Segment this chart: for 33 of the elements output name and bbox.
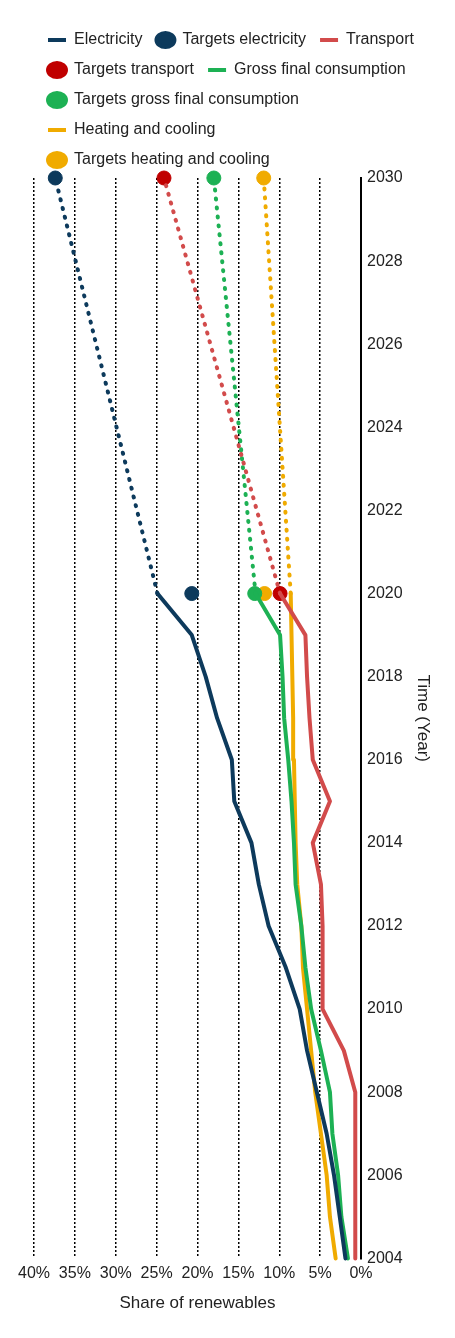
x-tick-label: 30% (99, 1264, 132, 1282)
legend-label: Targets transport (74, 60, 195, 78)
y-tick-label: 2010 (367, 999, 403, 1017)
y-tick-label: 2026 (367, 334, 403, 352)
y-tick-label: 2014 (367, 833, 403, 851)
y-tick-label: 2008 (367, 1082, 403, 1100)
x-tick-label: 0% (349, 1264, 373, 1282)
legend-label: Electricity (74, 30, 143, 48)
x-tick-label: 5% (308, 1264, 332, 1282)
y-tick-label: 2012 (367, 916, 403, 934)
x-axis-title: Share of renewables (119, 1293, 276, 1313)
x-tick-label: 35% (58, 1264, 91, 1282)
x-tick-label: 15% (222, 1264, 255, 1282)
y-tick-label: 2018 (367, 667, 403, 685)
y-tick-label: 2004 (367, 1248, 403, 1266)
y-axis-title: Time (Year) (414, 674, 434, 762)
y-tick-label: 2022 (367, 500, 403, 518)
legend-label: Gross final consumption (234, 60, 406, 78)
x-tick-label: 25% (140, 1264, 173, 1282)
y-tick-label: 2028 (367, 251, 403, 269)
y-tick-label: 2020 (367, 583, 403, 601)
x-tick-label: 10% (263, 1264, 296, 1282)
legend-label: Targets heating and cooling (74, 150, 270, 168)
y-tick-label: 2030 (367, 168, 403, 186)
y-tick-label: 2016 (367, 750, 403, 768)
x-tick-label: 40% (17, 1264, 51, 1282)
legend-label: Heating and cooling (74, 120, 216, 138)
y-tick-label: 2024 (367, 417, 403, 435)
legend-label: Targets gross final consumption (74, 90, 299, 108)
legend-label: Targets electricity (182, 30, 307, 48)
x-tick-label: 20% (181, 1264, 214, 1282)
legend-label: Transport (346, 30, 415, 48)
y-tick-label: 2006 (367, 1165, 403, 1183)
